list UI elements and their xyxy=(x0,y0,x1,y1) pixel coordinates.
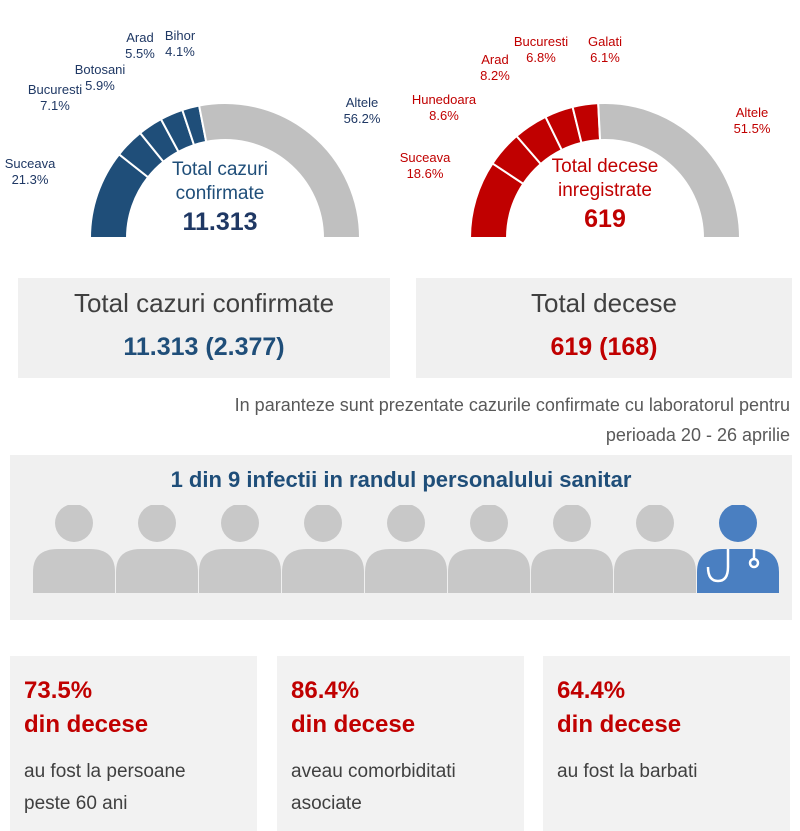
slice-name-suceava: Suceava xyxy=(5,156,56,171)
slice-name-arad: Arad xyxy=(481,52,508,67)
medical-staff-panel: 1 din 9 infectii in randul personalului … xyxy=(10,455,792,620)
slice-name-galati: Galati xyxy=(588,34,622,49)
stat-age-percent: 73.5% xyxy=(24,677,93,704)
slice-name-hunedoara: Hunedoara xyxy=(412,92,477,107)
total-cases-value: 11.313 (2.377) xyxy=(123,333,285,361)
total-cases-label: Total cazuri confirmate xyxy=(73,288,335,318)
cases-gauge-center: Total cazuri confirmate 11.313 xyxy=(110,158,330,237)
cases-center-label-line1: Total cazuri xyxy=(171,159,269,180)
parentheses-note: In paranteze sunt prezentate cazurile co… xyxy=(90,390,790,450)
person-icon xyxy=(116,505,198,593)
note-line-1: In paranteze sunt prezentate cazurile co… xyxy=(234,395,790,415)
slice-name-bucuresti: Bucuresti xyxy=(514,34,568,49)
person-icon xyxy=(199,505,281,593)
slice-name-bucuresti: Bucuresti xyxy=(28,82,82,97)
slice-name-bihor: Bihor xyxy=(165,28,196,43)
person-icon xyxy=(448,505,530,593)
slice-name-botosani: Botosani xyxy=(75,62,126,77)
total-deaths-label: Total decese xyxy=(531,288,677,318)
deaths-gauge-chart: Suceava 18.6% Hunedoara 8.6% Arad 8.2% Bucures… xyxy=(400,0,800,250)
slice-value-bihor: 4.1% xyxy=(165,44,195,59)
deaths-center-label-line1: Total decese xyxy=(551,156,659,177)
slice-name-altele: Altele xyxy=(736,105,769,120)
stat-card-men: 64.4% din decese au fost la barbati xyxy=(543,656,790,831)
stat-men-desc-line1: au fost la barbati xyxy=(557,761,698,782)
medical-staff-title: 1 din 9 infectii in randul personalului … xyxy=(170,467,632,492)
cases-center-value: 11.313 xyxy=(182,208,258,236)
cases-center-label-line2: confirmate xyxy=(175,183,265,204)
person-icon xyxy=(282,505,364,593)
stat-card-age: 73.5% din decese au fost la persoane pes… xyxy=(10,656,257,831)
slice-value-altele: 56.2% xyxy=(344,111,381,126)
slice-value-galati: 6.1% xyxy=(590,50,620,65)
slice-name-arad: Arad xyxy=(126,30,153,45)
stat-age-desc-line2: peste 60 ani xyxy=(24,793,128,814)
total-cases-box: Total cazuri confirmate 11.313 (2.377) xyxy=(18,278,390,378)
stat-comorbidities-desc-line2: asociate xyxy=(291,793,362,814)
doctor-icon xyxy=(697,505,779,593)
slice-value-bucuresti: 7.1% xyxy=(40,98,70,113)
slice-value-arad: 5.5% xyxy=(125,46,155,61)
total-deaths-box: Total decese 619 (168) xyxy=(416,278,792,378)
stat-comorbidities-percent: 86.4% xyxy=(291,677,360,704)
deaths-center-value: 619 xyxy=(584,205,626,233)
stat-comorbidities-desc-line1: aveau comorbiditati xyxy=(291,761,456,782)
slice-altele xyxy=(197,102,362,239)
slice-value-arad: 8.2% xyxy=(480,68,510,83)
stat-age-subtitle: din decese xyxy=(24,711,149,738)
stat-comorbidities-subtitle: din decese xyxy=(291,711,416,738)
slice-value-hunedoara: 8.6% xyxy=(429,108,459,123)
person-icon xyxy=(365,505,447,593)
slice-name-suceava: Suceava xyxy=(400,150,451,165)
stat-age-description: au fost la persoane peste 60 ani xyxy=(24,756,257,820)
person-icon xyxy=(33,505,115,593)
slice-value-botosani: 5.9% xyxy=(85,78,115,93)
stat-men-percent: 64.4% xyxy=(557,677,626,704)
total-deaths-value: 619 (168) xyxy=(550,333,658,361)
slice-value-suceava: 21.3% xyxy=(12,172,49,187)
deaths-center-label-line2: inregistrate xyxy=(558,180,652,201)
slice-value-altele: 51.5% xyxy=(734,121,771,136)
people-icons-row xyxy=(33,505,779,593)
person-icon xyxy=(531,505,613,593)
stat-comorbidities-description: aveau comorbiditati asociate xyxy=(291,756,524,820)
stat-men-description: au fost la barbati xyxy=(557,756,790,788)
note-line-2: perioada 20 - 26 aprilie xyxy=(605,425,790,445)
slice-value-bucuresti: 6.8% xyxy=(526,50,556,65)
slice-value-suceava: 18.6% xyxy=(407,166,444,181)
slice-altele xyxy=(597,102,742,239)
cases-gauge-chart: Suceava 21.3% Bucuresti 7.1% Botosani 5.9% Ara… xyxy=(0,0,400,250)
person-icon xyxy=(614,505,696,593)
stat-men-subtitle: din decese xyxy=(557,711,682,738)
stat-card-comorbidities: 86.4% din decese aveau comorbiditati aso… xyxy=(277,656,524,831)
deaths-gauge-center: Total decese inregistrate 619 xyxy=(495,155,715,234)
slice-name-altele: Altele xyxy=(346,95,379,110)
stat-age-desc-line1: au fost la persoane xyxy=(24,761,186,782)
